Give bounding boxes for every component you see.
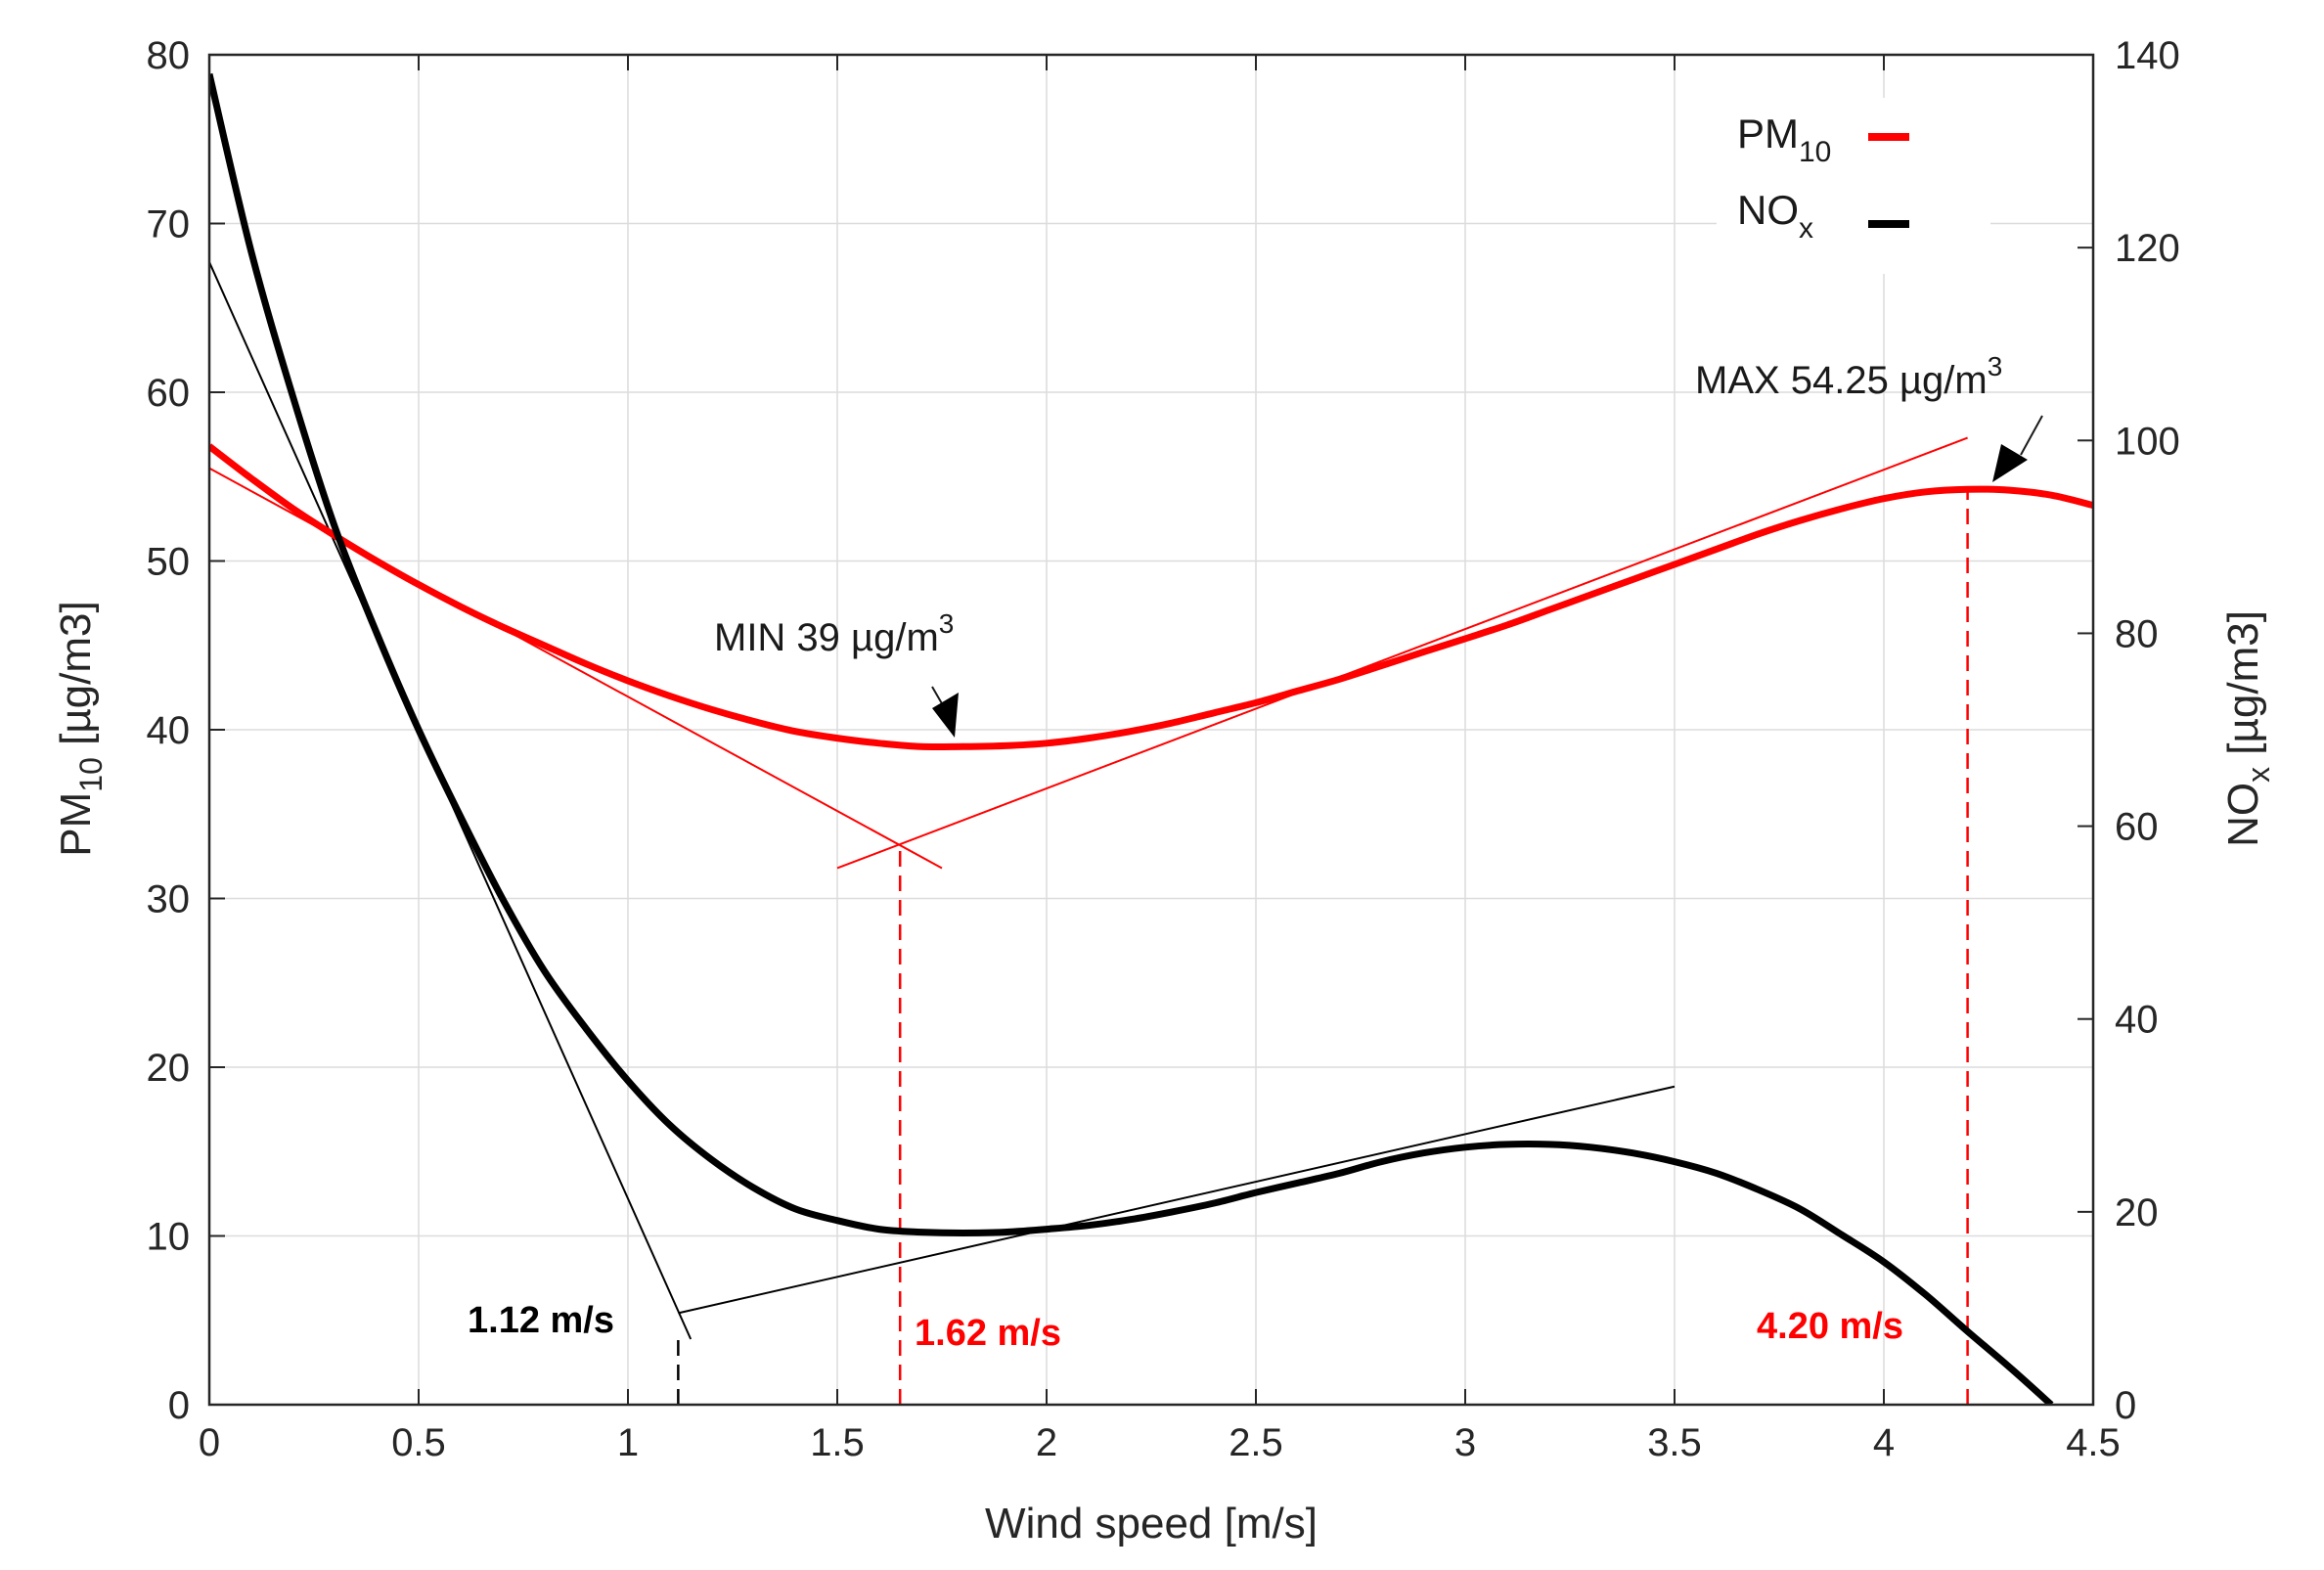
left-axis-label: PM10 [µg/m3] — [52, 601, 109, 856]
right-tick-label: 0 — [2115, 1384, 2136, 1427]
x-tick-label: 4 — [1873, 1421, 1895, 1464]
x-tick-label: 1 — [617, 1421, 639, 1464]
annotation-min-arrowhead — [932, 693, 959, 738]
x-axis-label: Wind speed [m/s] — [985, 1500, 1318, 1548]
right-tick-label: 60 — [2115, 806, 2159, 849]
left-tick-label: 70 — [147, 203, 191, 247]
x-tick-label: 1.5 — [810, 1421, 865, 1464]
x-tick-label: 4.5 — [2066, 1421, 2121, 1464]
tangent-line — [836, 436, 1968, 870]
left-tick-label: 20 — [147, 1047, 191, 1090]
annotation-1-12: 1.12 m/s — [468, 1300, 614, 1341]
right-tick-label: 40 — [2115, 999, 2159, 1042]
x-tick-label: 2.5 — [1229, 1421, 1283, 1464]
grid-lines — [209, 55, 2093, 1405]
x-axis-ticks: 0 0.5 1 1.5 2 2.5 3 3.5 4 4.5 — [199, 55, 2121, 1464]
legend: PM10 NOx — [1717, 98, 1990, 274]
x-tick-label: 2 — [1036, 1421, 1057, 1464]
left-tick-label: 40 — [147, 709, 191, 752]
right-tick-label: 100 — [2115, 420, 2180, 463]
legend-box — [1717, 98, 1990, 274]
x-tick-label: 3 — [1454, 1421, 1476, 1464]
legend-label-nox: NOx — [1737, 187, 1813, 245]
annotation-max: MAX 54.25 µg/m3 — [1695, 351, 2002, 402]
series-line-pm10 — [209, 443, 2093, 751]
left-tick-label: 30 — [147, 878, 191, 921]
right-tick-label: 80 — [2115, 612, 2159, 655]
left-tick-label: 60 — [147, 372, 191, 415]
x-tick-label: 0 — [199, 1421, 220, 1464]
right-tick-label: 140 — [2115, 34, 2180, 77]
x-tick-label: 0.5 — [391, 1421, 446, 1464]
left-tick-label: 0 — [168, 1384, 190, 1427]
right-tick-label: 120 — [2115, 227, 2180, 270]
series-line-nox — [209, 72, 2054, 1405]
right-axis-label: NOx [µg/m3] — [2219, 610, 2276, 847]
annotation-min: MIN 39 µg/m3 — [714, 608, 954, 659]
x-tick-label: 3.5 — [1647, 1421, 1702, 1464]
right-tick-label: 20 — [2115, 1191, 2159, 1234]
left-tick-label: 50 — [147, 541, 191, 584]
left-tick-label: 80 — [147, 34, 191, 77]
legend-label-pm10: PM10 — [1737, 111, 1831, 168]
data-series — [209, 72, 2093, 1405]
annotation-4-20: 4.20 m/s — [1757, 1306, 1903, 1347]
left-axis-ticks: 0 10 20 30 40 50 60 70 80 — [147, 34, 225, 1427]
annotation-max-leader — [2020, 415, 2043, 456]
left-tick-label: 10 — [147, 1216, 191, 1259]
right-axis-ticks: 0 20 40 60 80 100 120 140 — [2078, 34, 2180, 1427]
tangent-line — [678, 1085, 1676, 1315]
annotation-max-arrowhead — [1992, 444, 2028, 482]
annotation-1-62: 1.62 m/s — [915, 1313, 1061, 1354]
reference-dashed-lines — [677, 489, 1969, 1405]
